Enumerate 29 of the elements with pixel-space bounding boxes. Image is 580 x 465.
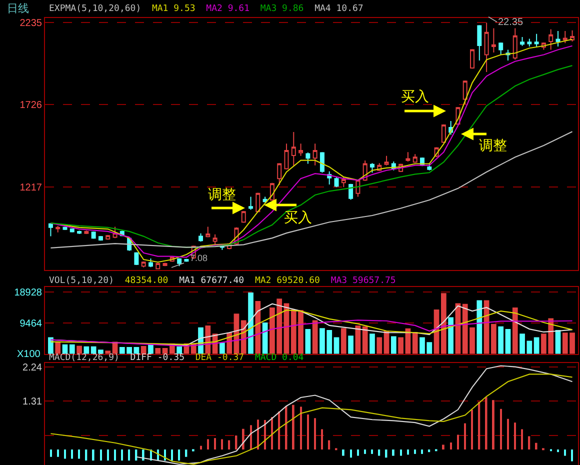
- text: MA3 59657.75: [330, 276, 396, 286]
- y-tick-label: 1217: [20, 182, 42, 194]
- text: MA1 67677.40: [179, 276, 244, 286]
- text: MA4 10.67: [314, 4, 364, 14]
- text: MA2 69520.60: [254, 276, 320, 286]
- text: 日线: [7, 2, 29, 15]
- chart-title: MACD(12,26,9): [49, 353, 120, 363]
- text: MA1 9.53: [152, 4, 196, 14]
- annotation: 调整: [479, 138, 507, 154]
- chart-title: VOL(5,10,20): [49, 276, 114, 286]
- text: DIFF -0.35: [130, 353, 184, 363]
- text: MA2 9.61: [206, 4, 250, 14]
- annotation: 买入: [401, 89, 429, 105]
- y-tick-label: 1.31: [22, 396, 42, 408]
- y-tick-label: 2235: [20, 18, 42, 30]
- text: MA3 9.86: [260, 4, 304, 14]
- text: X100: [17, 349, 41, 360]
- annotation: MACD 0.04: [254, 353, 304, 363]
- annotation: 7.08: [190, 253, 208, 263]
- y-tick-label: 1726: [20, 100, 42, 112]
- annotation: 22.35: [498, 17, 524, 28]
- text: DEA -0.37: [195, 353, 244, 363]
- annotation: 买入: [284, 210, 312, 226]
- y-tick-label: 2.24: [22, 362, 42, 374]
- y-tick-label: 9464: [20, 318, 42, 330]
- chart-title: EXPMA(5,10,20,60): [49, 4, 142, 14]
- y-tick-label: 18928: [14, 288, 42, 299]
- text: 48354.00: [124, 276, 168, 286]
- annotation: 调整: [208, 187, 236, 203]
